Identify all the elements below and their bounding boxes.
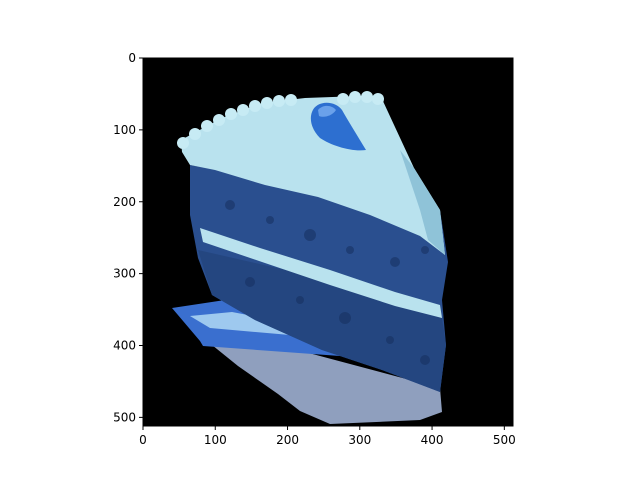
frosting-side-shadow xyxy=(400,150,445,255)
frosting-top xyxy=(181,96,445,255)
frosting-filling xyxy=(200,228,442,318)
y-tick-label: 0 xyxy=(128,51,136,65)
cake-bottom-layer xyxy=(198,250,446,392)
x-tick-label: 100 xyxy=(204,433,227,447)
x-tick-label: 0 xyxy=(139,433,147,447)
y-tick-label: 100 xyxy=(113,123,136,137)
axes-spines xyxy=(142,57,514,427)
x-tick-label: 300 xyxy=(348,433,371,447)
x-axis: 0 100 200 300 400 500 xyxy=(139,426,516,447)
cake-crumb-texture xyxy=(225,200,430,365)
x-tick-label: 200 xyxy=(276,433,299,447)
plate-highlight-light xyxy=(190,312,290,335)
y-tick-label: 400 xyxy=(113,339,136,353)
candy-highlight xyxy=(318,105,336,117)
axes-frame xyxy=(142,57,514,427)
x-tick-label: 400 xyxy=(421,433,444,447)
plate-shadow xyxy=(212,338,442,424)
frosting-border xyxy=(177,91,384,149)
y-tick-label: 500 xyxy=(113,410,136,424)
y-axis: 0 100 200 300 400 500 xyxy=(113,51,143,424)
y-tick-label: 300 xyxy=(113,267,136,281)
cake-slice-image xyxy=(172,91,448,424)
image-area xyxy=(143,58,513,426)
x-tick-label: 500 xyxy=(493,433,516,447)
y-tick-label: 200 xyxy=(113,195,136,209)
